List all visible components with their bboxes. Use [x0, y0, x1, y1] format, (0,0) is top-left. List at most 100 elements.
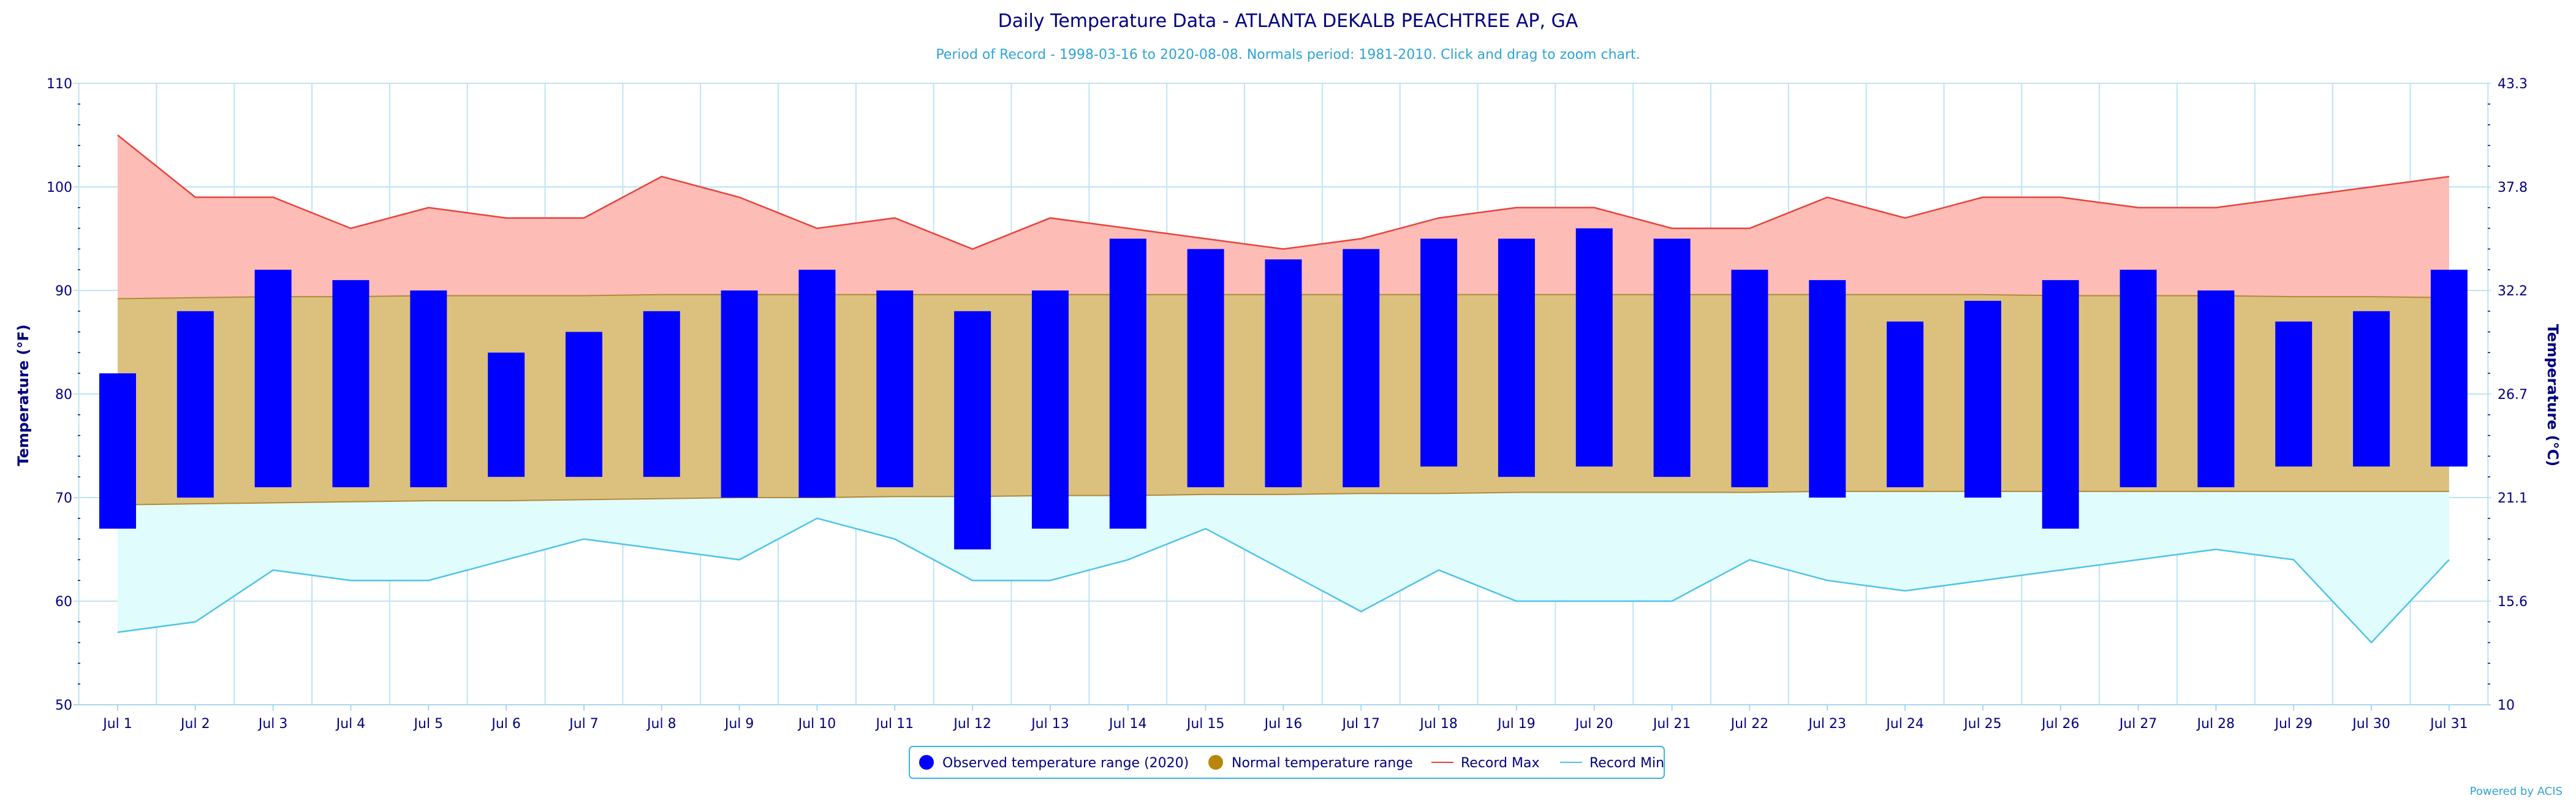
- axes: 50 60 70 80 90 100 110 10 15.6 21.1 26.7 32.2 37.8 43…: [47, 77, 2528, 732]
- observed-range-bar[interactable]: Jul 15: 71–94: [1187, 249, 1224, 488]
- y-tick-label-left: 80: [55, 387, 72, 403]
- chart-title: Daily Temperature Data - ATLANTA DEKALB …: [998, 10, 1578, 32]
- observed-range-bar[interactable]: Jul 25: 70–89: [1964, 300, 2001, 498]
- y-tick-label-right: 43.3: [2498, 77, 2528, 92]
- observed-range-bar[interactable]: Jul 6: 72–84: [488, 352, 525, 477]
- x-tick-label: Jul 23: [1807, 716, 1846, 732]
- x-tick-label: Jul 27: [2118, 716, 2157, 732]
- x-tick-label: Jul 29: [2273, 716, 2313, 732]
- observed-range-bar[interactable]: Jul 20: 73–96: [1575, 228, 1613, 467]
- record-min-area: [118, 491, 2449, 643]
- x-tick-label: Jul 18: [1419, 716, 1458, 732]
- x-tick-label: Jul 12: [952, 716, 991, 732]
- legend[interactable]: Observed temperature range (2020) Normal…: [909, 746, 1665, 779]
- observed-range-bar[interactable]: Jul 2: 70–88: [176, 311, 214, 498]
- x-tick-label: Jul 15: [1186, 716, 1225, 732]
- y-tick-label-right: 10: [2498, 698, 2515, 713]
- x-tick-label: Jul 6: [490, 716, 521, 732]
- y-axis-title-right: Temperature (°C): [2544, 324, 2561, 467]
- y-tick-label-left: 90: [55, 284, 72, 299]
- record-max-line[interactable]: [117, 134, 2450, 250]
- legend-symbol-normal: [1208, 755, 1223, 770]
- y-tick-label-left: 100: [47, 180, 72, 195]
- x-tick-label: Jul 24: [1885, 716, 1924, 732]
- x-tick-label: Jul 8: [646, 716, 676, 732]
- legend-symbol-observed: [919, 755, 934, 770]
- x-tick-label: Jul 25: [1963, 716, 2002, 732]
- y-tick-label-left: 60: [55, 594, 72, 610]
- observed-range-bar[interactable]: Jul 8: 72–88: [643, 311, 680, 477]
- legend-label-normal: Normal temperature range: [1232, 756, 1413, 771]
- observed-range-bar[interactable]: Jul 23: 70–91: [1809, 280, 1846, 498]
- y-tick-label-left: 110: [47, 77, 72, 92]
- observed-range-bar[interactable]: Jul 1: 67–82: [99, 373, 136, 529]
- observed-range-bar[interactable]: Jul 24: 71–87: [1887, 321, 1924, 488]
- observed-range-bar[interactable]: Jul 17: 71–94: [1343, 249, 1380, 488]
- observed-range-bar[interactable]: Jul 29: 73–87: [2275, 321, 2313, 467]
- x-tick-label: Jul 4: [335, 716, 366, 732]
- x-tick-label: Jul 7: [568, 716, 599, 732]
- observed-range-bar[interactable]: Jul 10: 70–92: [798, 270, 836, 498]
- observed-range-bar[interactable]: Jul 18: 73–95: [1420, 238, 1458, 467]
- y-tick-label-right: 37.8: [2498, 180, 2528, 195]
- legend-label-observed: Observed temperature range (2020): [942, 756, 1189, 771]
- observed-range-bar[interactable]: Jul 11: 71–90: [876, 290, 914, 488]
- record-min-line[interactable]: [117, 517, 2450, 644]
- observed-range-bar[interactable]: Jul 30: 73–88: [2353, 311, 2390, 467]
- legend-item-record-min[interactable]: Record Min: [1560, 756, 1664, 771]
- legend-label-record-max: Record Max: [1461, 756, 1540, 771]
- x-tick-label: Jul 3: [257, 716, 288, 732]
- observed-range-bar[interactable]: Jul 4: 71–91: [332, 280, 369, 488]
- x-tick-label: Jul 17: [1341, 716, 1381, 732]
- y-axis-title-left: Temperature (°F): [15, 324, 32, 466]
- x-tick-label: Jul 19: [1496, 716, 1536, 732]
- observed-range-bar[interactable]: Jul 12: 65–88: [954, 311, 991, 550]
- observed-range-bar[interactable]: Jul 5: 71–90: [410, 290, 447, 488]
- y-tick-label-right: 21.1: [2498, 491, 2528, 506]
- observed-range-bar[interactable]: Jul 13: 67–90: [1031, 290, 1069, 529]
- x-tick-label: Jul 30: [2351, 716, 2390, 732]
- x-tick-label: Jul 14: [1108, 716, 1147, 732]
- x-tick-label: Jul 10: [797, 716, 836, 732]
- x-tick-label: Jul 5: [413, 716, 444, 732]
- observed-range-bar[interactable]: Jul 26: 67–91: [2042, 280, 2079, 529]
- observed-range-bar[interactable]: Jul 31: 73–92: [2430, 270, 2468, 467]
- record-max-area: [118, 135, 2449, 299]
- observed-range-bar[interactable]: Jul 7: 72–86: [565, 332, 602, 477]
- observed-range-bar[interactable]: Jul 9: 70–90: [721, 290, 758, 498]
- x-tick-label: Jul 9: [724, 716, 754, 732]
- y-tick-label-left: 50: [55, 698, 72, 713]
- credit-link[interactable]: Powered by ACIS: [2470, 785, 2563, 798]
- x-tick-label: Jul 20: [1574, 716, 1613, 732]
- y-tick-label-right: 26.7: [2498, 387, 2528, 403]
- observed-range-bar[interactable]: Jul 16: 71–93: [1265, 259, 1302, 488]
- x-tick-label: Jul 11: [875, 716, 914, 732]
- observed-range-bar[interactable]: Jul 21: 72–95: [1653, 238, 1691, 477]
- x-tick-label: Jul 2: [180, 716, 210, 732]
- y-tick-label-right: 15.6: [2498, 594, 2528, 610]
- legend-item-record-max[interactable]: Record Max: [1431, 756, 1540, 771]
- observed-range-bar[interactable]: Jul 19: 72–95: [1498, 238, 1535, 477]
- observed-range-bar[interactable]: Jul 22: 71–92: [1731, 270, 1768, 488]
- chart-subtitle: Period of Record - 1998-03-16 to 2020-08…: [936, 47, 1640, 63]
- observed-range-bar[interactable]: Jul 27: 71–92: [2120, 270, 2157, 488]
- plot-area[interactable]: Jul 1: 67–82 Jul 2: 70–88 Jul 3: 71–92 Jul …: [74, 83, 2491, 705]
- x-tick-label: Jul 16: [1263, 716, 1303, 732]
- observed-range-bar[interactable]: Jul 28: 71–90: [2197, 290, 2235, 488]
- x-tick-label: Jul 26: [2040, 716, 2080, 732]
- x-tick-label: Jul 31: [2429, 716, 2468, 732]
- x-tick-label: Jul 13: [1030, 716, 1069, 732]
- x-tick-label: Jul 28: [2196, 716, 2235, 732]
- observed-range-bar[interactable]: Jul 3: 71–92: [254, 270, 292, 488]
- observed-range-bar[interactable]: Jul 14: 67–95: [1109, 238, 1146, 529]
- x-tick-label: Jul 1: [102, 716, 132, 732]
- legend-box: [909, 746, 1665, 779]
- y-tick-label-right: 32.2: [2498, 284, 2528, 299]
- legend-item-normal[interactable]: Normal temperature range: [1208, 755, 1413, 771]
- legend-label-record-min: Record Min: [1589, 756, 1664, 771]
- y-tick-label-left: 70: [55, 491, 72, 506]
- x-tick-label: Jul 21: [1652, 716, 1691, 732]
- legend-item-observed[interactable]: Observed temperature range (2020): [919, 755, 1189, 771]
- x-tick-label: Jul 22: [1730, 716, 1769, 732]
